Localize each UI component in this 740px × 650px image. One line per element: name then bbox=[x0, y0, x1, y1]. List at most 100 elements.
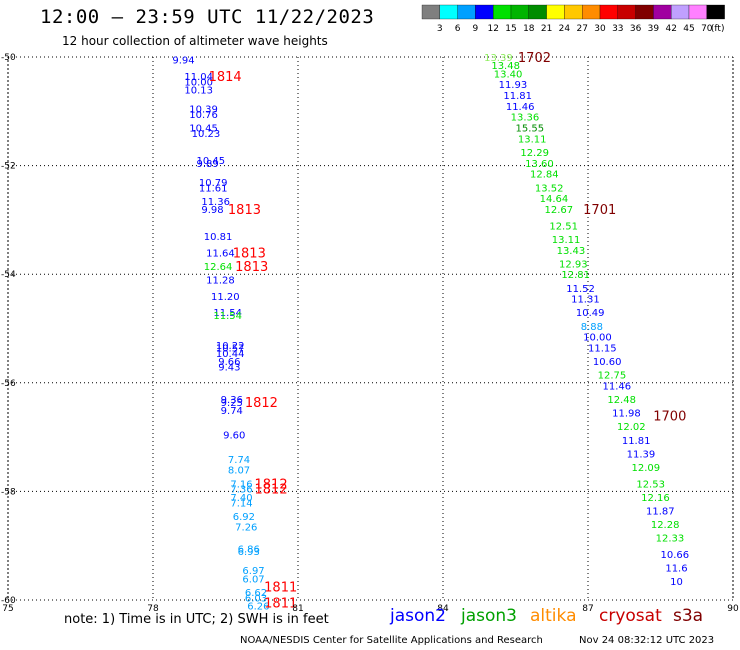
colorbar-label: 15 bbox=[505, 24, 516, 34]
plot-frame bbox=[7, 56, 734, 601]
wave-height-value: 10.39 bbox=[189, 105, 218, 116]
colorbar-label: 12 bbox=[487, 24, 498, 34]
y-tick-label: -58 bbox=[1, 487, 16, 497]
colorbar-swatch bbox=[475, 4, 494, 20]
wave-height-value: 12.02 bbox=[617, 422, 646, 433]
pass-time-label: 1811 bbox=[264, 580, 297, 595]
colorbar-label: 3 bbox=[437, 24, 443, 34]
wave-height-value: 9.89 bbox=[197, 159, 219, 170]
pass-time-label: 1812 bbox=[255, 477, 288, 492]
pass-time-label: 1813 bbox=[235, 260, 268, 275]
colorbar-unit: (ft) bbox=[711, 24, 725, 34]
colorbar-label: 27 bbox=[576, 24, 587, 34]
wave-height-value: 11.28 bbox=[206, 276, 235, 287]
wave-height-value: 9.74 bbox=[221, 406, 243, 417]
pass-time-label: 1701 bbox=[583, 203, 616, 218]
wave-height-value: 11.31 bbox=[571, 295, 600, 306]
colorbar-swatch bbox=[546, 4, 565, 20]
colorbar-swatch bbox=[688, 4, 707, 20]
wave-height-value: 13.11 bbox=[552, 235, 581, 246]
wave-height-value: 12.33 bbox=[656, 534, 685, 545]
wave-height-value: 8.07 bbox=[228, 466, 250, 477]
wave-height-value: 10.57 bbox=[216, 344, 245, 355]
wave-height-value: 10.23 bbox=[192, 129, 221, 140]
wave-height-value: 12.28 bbox=[651, 520, 680, 531]
footer-note: note: 1) Time is in UTC; 2) SWH is in fe… bbox=[64, 612, 329, 627]
wave-height-value: 6.86 bbox=[238, 544, 260, 555]
pass-time-label: 1812 bbox=[255, 483, 288, 498]
pass-time-label: 1812 bbox=[245, 396, 278, 411]
wave-height-value: 12.84 bbox=[530, 170, 559, 181]
colorbar-swatch bbox=[421, 4, 440, 20]
wave-height-value: 6.26 bbox=[247, 601, 269, 612]
wave-height-value: 7.36 bbox=[230, 485, 252, 496]
wave-height-value: 10.81 bbox=[204, 232, 233, 243]
pass-time-label: 1811 bbox=[264, 597, 297, 612]
wave-height-value: 7.14 bbox=[230, 498, 252, 509]
wave-height-value: 11.15 bbox=[588, 344, 617, 355]
satellite-s3a-label: s3a bbox=[673, 606, 704, 626]
wave-height-value: 9.43 bbox=[218, 363, 240, 374]
wave-height-value: 11.6 bbox=[665, 563, 687, 574]
x-tick-label: 81 bbox=[292, 604, 303, 614]
satellite-altika-label: altika bbox=[530, 606, 577, 626]
wave-height-value: 9.66 bbox=[218, 357, 240, 368]
wave-height-value: 10.45 bbox=[197, 156, 226, 167]
wave-height-value: 13.40 bbox=[494, 69, 523, 80]
wave-height-value: 12.48 bbox=[607, 395, 636, 406]
colorbar-swatch bbox=[457, 4, 476, 20]
colorbar-label: 21 bbox=[541, 24, 552, 34]
wave-height-value: 11.64 bbox=[206, 248, 235, 259]
wave-height-value: 13.39 bbox=[484, 53, 513, 64]
satellite-jason3-label: jason3 bbox=[461, 606, 517, 626]
wave-height-value: 11.46 bbox=[603, 382, 632, 393]
x-tick-label: 84 bbox=[437, 604, 449, 614]
wave-height-value: 10 bbox=[670, 577, 683, 588]
colorbar-swatch bbox=[653, 4, 672, 20]
pass-time-label: 1700 bbox=[653, 409, 686, 424]
pass-time-label: 1813 bbox=[233, 246, 266, 261]
wave-height-value: 11.93 bbox=[499, 80, 528, 91]
x-tick-label: 75 bbox=[2, 604, 13, 614]
colorbar-swatch bbox=[439, 4, 458, 20]
pass-time-label: 1702 bbox=[518, 51, 551, 66]
wave-height-value: 9.98 bbox=[201, 205, 223, 216]
wave-height-value: 13.43 bbox=[557, 246, 586, 257]
wave-height-value: 12.53 bbox=[636, 479, 665, 490]
colorbar-swatch bbox=[510, 4, 529, 20]
wave-height-value: 7.74 bbox=[228, 455, 250, 466]
colorbar-swatch bbox=[599, 4, 618, 20]
x-tick-label: 90 bbox=[727, 604, 739, 614]
wave-height-value: 11.54 bbox=[213, 308, 242, 319]
wave-height-value: 6.92 bbox=[233, 512, 255, 523]
wave-height-value: 12.16 bbox=[641, 493, 670, 504]
wave-height-value: 11.81 bbox=[622, 436, 651, 447]
wave-height-value: 12.93 bbox=[559, 259, 588, 270]
chart-subtitle: 12 hour collection of altimeter wave hei… bbox=[62, 34, 328, 48]
colorbar-label: 36 bbox=[630, 24, 642, 34]
chart-title: 12:00 – 23:59 UTC 11/22/2023 bbox=[40, 6, 375, 28]
colorbar-label: 9 bbox=[473, 24, 479, 34]
wave-height-value: 11.46 bbox=[506, 102, 535, 113]
wave-height-value: 10.49 bbox=[576, 308, 605, 319]
y-tick-label: -52 bbox=[1, 162, 16, 172]
y-tick-label: -54 bbox=[1, 270, 16, 280]
satellite-jason2-label: jason2 bbox=[390, 606, 446, 626]
colorbar-label: 39 bbox=[648, 24, 660, 34]
colorbar-swatch bbox=[617, 4, 636, 20]
colorbar-label: 24 bbox=[559, 24, 571, 34]
wave-height-value: 10.00 bbox=[184, 77, 213, 88]
wave-height-value: 10.79 bbox=[199, 178, 228, 189]
colorbar-swatch bbox=[671, 4, 690, 20]
wave-height-value: 8.88 bbox=[581, 322, 603, 333]
pass-time-label: 1813 bbox=[228, 203, 261, 218]
colorbar-label: 30 bbox=[594, 24, 606, 34]
wave-height-value: 13.48 bbox=[491, 61, 520, 72]
wave-height-value: 11.39 bbox=[627, 449, 656, 460]
wave-height-value: 11.54 bbox=[213, 311, 242, 322]
wave-height-value: 10.76 bbox=[189, 110, 218, 121]
wave-height-value: 7.16 bbox=[230, 479, 252, 490]
wave-height-value: 12.09 bbox=[632, 463, 661, 474]
wave-height-value: 7.40 bbox=[230, 493, 252, 504]
